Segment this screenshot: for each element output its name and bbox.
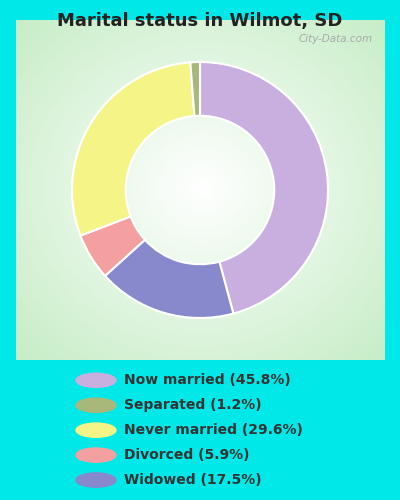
Circle shape — [76, 448, 116, 462]
Text: Marital status in Wilmot, SD: Marital status in Wilmot, SD — [57, 12, 343, 30]
Circle shape — [76, 373, 116, 388]
Circle shape — [76, 398, 116, 412]
Text: Separated (1.2%): Separated (1.2%) — [124, 398, 262, 412]
Text: City-Data.com: City-Data.com — [299, 34, 373, 43]
Text: Widowed (17.5%): Widowed (17.5%) — [124, 473, 262, 487]
Text: Now married (45.8%): Now married (45.8%) — [124, 374, 291, 388]
Circle shape — [76, 473, 116, 487]
Text: Divorced (5.9%): Divorced (5.9%) — [124, 448, 250, 462]
Wedge shape — [200, 62, 328, 314]
Text: Never married (29.6%): Never married (29.6%) — [124, 423, 303, 437]
Wedge shape — [80, 216, 145, 276]
Wedge shape — [72, 62, 194, 236]
Circle shape — [76, 423, 116, 438]
Wedge shape — [105, 240, 233, 318]
Wedge shape — [190, 62, 200, 116]
